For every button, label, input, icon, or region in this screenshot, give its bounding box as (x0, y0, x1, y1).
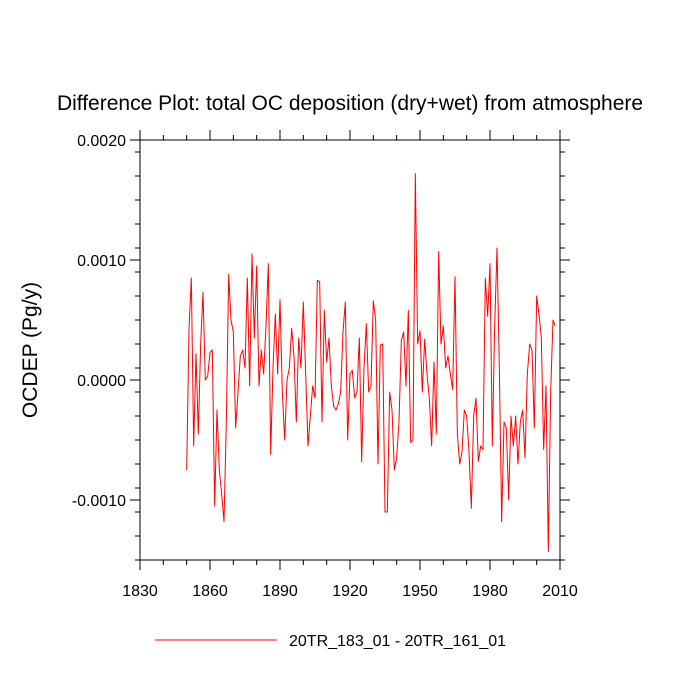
y-axis: -0.0010 0.0000 0.0010 0.0020 (72, 133, 570, 561)
y-tick-label: -0.0010 (72, 493, 126, 510)
y-tick-label: 0.0020 (77, 133, 126, 150)
series-layer (186, 173, 556, 553)
x-tick-label: 1980 (472, 583, 508, 600)
y-tick-label: 0.0000 (77, 373, 126, 390)
x-tick-label: 1920 (332, 583, 368, 600)
y-axis-label: OCDEP (Pg/y) (19, 282, 42, 418)
x-tick-label: 1860 (192, 583, 228, 600)
x-tick-label: 1830 (122, 583, 158, 600)
legend-label: 20TR_183_01 - 20TR_161_01 (289, 633, 506, 650)
y-tick-label: 0.0010 (77, 253, 126, 270)
x-tick-label: 1950 (402, 583, 438, 600)
plot-border (139, 139, 561, 561)
x-tick-label: 1890 (262, 583, 298, 600)
x-axis: 1830 1860 1890 1920 1950 1980 2010 (122, 130, 578, 600)
chart-title: Difference Plot: total OC deposition (dr… (57, 92, 643, 115)
plot-frame (139, 139, 561, 561)
series-line (186, 173, 556, 553)
legend: 20TR_183_01 - 20TR_161_01 (155, 633, 506, 650)
x-tick-label: 2010 (542, 583, 578, 600)
